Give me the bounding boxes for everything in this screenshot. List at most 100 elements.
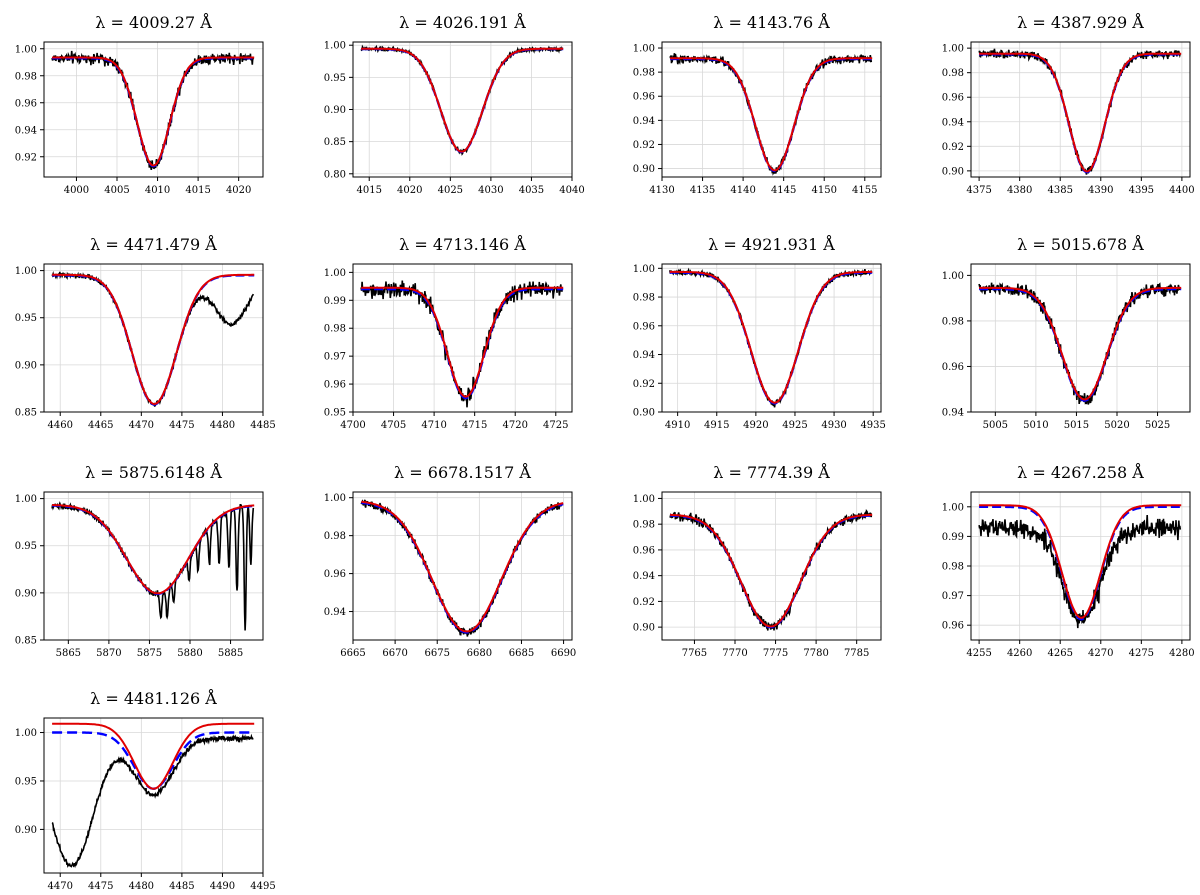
- x-tick-label: 6680: [467, 648, 492, 659]
- y-tick-label: 0.97: [942, 591, 964, 602]
- plot-area: [51, 501, 255, 631]
- x-tick-label: 5870: [96, 648, 121, 659]
- x-tick-label: 6685: [509, 648, 534, 659]
- x-tick-label: 4270: [1088, 648, 1113, 659]
- observed-spectrum-line: [669, 53, 873, 176]
- y-tick-label: 0.90: [15, 588, 37, 599]
- plot-frame: [661, 263, 882, 413]
- plot-frame: [43, 263, 264, 413]
- y-tick-label: 0.90: [633, 408, 655, 419]
- fit-profile-line: [52, 504, 255, 595]
- x-tick-label: 4030: [478, 185, 503, 196]
- x-tick-label: 4475: [169, 420, 194, 431]
- x-tick-label: 4280: [1169, 648, 1194, 659]
- x-tick-label: 4465: [88, 420, 113, 431]
- plot-area: [51, 50, 255, 171]
- x-tick-label: 4005: [104, 185, 129, 196]
- x-tick-label: 7765: [682, 648, 707, 659]
- x-tick-label: 7785: [844, 648, 869, 659]
- y-tick-label: 0.90: [633, 164, 655, 175]
- x-tick-label: 4135: [690, 185, 715, 196]
- panel-title: λ = 4143.76 Å: [713, 12, 830, 32]
- observed-spectrum-line: [360, 44, 564, 156]
- observed-spectrum-line: [978, 514, 1182, 629]
- y-tick-label: 1.00: [15, 728, 37, 739]
- y-tick-label: 0.85: [15, 636, 37, 647]
- x-tick-label: 4475: [88, 881, 113, 892]
- x-tick-label: 5880: [177, 648, 202, 659]
- spectrum-panel-9: 5865 5870 5875 5880 5885 0.85 0.90 0.95 1.00 λ = …: [15, 462, 264, 659]
- x-tick-label: 5025: [1145, 420, 1170, 431]
- x-tick-label: 4265: [1047, 648, 1072, 659]
- y-tick-label: 0.94: [633, 350, 655, 361]
- x-tick-label: 4700: [340, 420, 365, 431]
- spectrum-panel-2: 4015 4020 4025 4030 4035 4040 0.80 0.85 0.90 0.95…: [324, 12, 585, 196]
- y-tick-label: 0.98: [633, 293, 655, 304]
- fit-profile-line: [52, 273, 255, 406]
- x-tick-label: 4380: [1007, 185, 1032, 196]
- panel-title: λ = 6678.1517 Å: [394, 462, 531, 482]
- y-tick-label: 1.00: [324, 268, 346, 279]
- observed-spectrum-line: [360, 499, 563, 637]
- spectrum-panel-6: 4700 4705 4710 4715 4720 4725 0.95 0.96 0.97 0.98…: [324, 234, 573, 431]
- y-tick-label: 0.95: [15, 776, 37, 787]
- fit-profile-line: [361, 47, 564, 153]
- y-tick-label: 0.92: [633, 597, 655, 608]
- x-tick-label: 4015: [356, 185, 381, 196]
- x-tick-label: 5015: [1064, 420, 1089, 431]
- spectrum-panel-10: 6665 6670 6675 6680 6685 6690 0.94 0.96 0.98 1.00…: [324, 462, 577, 659]
- plot-area: [51, 722, 255, 869]
- x-tick-label: 4705: [381, 420, 406, 431]
- plot-area: [669, 53, 873, 176]
- x-tick-label: 4020: [226, 185, 251, 196]
- y-tick-label: 0.96: [633, 92, 655, 103]
- plot-area: [669, 267, 873, 408]
- panel-title: λ = 5015.678 Å: [1017, 234, 1144, 254]
- x-tick-label: 6665: [340, 648, 365, 659]
- x-tick-label: 4145: [771, 185, 796, 196]
- observed-spectrum-line: [51, 501, 255, 631]
- panel-title: λ = 4471.479 Å: [90, 234, 217, 254]
- observed-spectrum-line: [51, 270, 255, 407]
- plot-area: [360, 44, 564, 156]
- panel-title: λ = 4009.27 Å: [95, 12, 212, 32]
- y-tick-label: 0.80: [324, 169, 346, 180]
- spectrum-panel-1: 4000 4005 4010 4015 4020 0.92 0.94 0.96 0.98 1.00…: [15, 12, 264, 196]
- y-tick-label: 0.90: [15, 360, 37, 371]
- y-tick-label: 0.97: [324, 352, 346, 363]
- y-tick-label: 0.96: [633, 545, 655, 556]
- y-tick-label: 1.00: [633, 264, 655, 275]
- x-tick-label: 4395: [1129, 185, 1154, 196]
- model-profile-line: [669, 271, 873, 405]
- plot-frame: [661, 491, 882, 641]
- y-tick-label: 0.96: [942, 93, 964, 104]
- fit-profile-line: [361, 500, 564, 633]
- y-tick-label: 0.98: [324, 324, 346, 335]
- y-tick-label: 0.94: [633, 571, 655, 582]
- x-tick-label: 4915: [704, 420, 729, 431]
- spectrum-panel-5: 4460 4465 4470 4475 4480 4485 0.85 0.90 0.95 1.00…: [15, 234, 276, 431]
- x-tick-label: 6670: [382, 648, 407, 659]
- y-tick-label: 0.94: [324, 607, 346, 618]
- y-tick-label: 0.98: [324, 531, 346, 542]
- model-profile-line: [979, 287, 1182, 402]
- plot-area: [978, 48, 1182, 175]
- x-tick-label: 4385: [1047, 185, 1072, 196]
- panel-title: λ = 4026.191 Å: [399, 12, 526, 32]
- y-tick-label: 0.96: [15, 98, 37, 109]
- y-tick-label: 0.98: [633, 520, 655, 531]
- x-tick-label: 4710: [421, 420, 446, 431]
- observed-spectrum-line: [51, 733, 254, 869]
- x-tick-label: 4035: [519, 185, 544, 196]
- model-profile-line: [361, 287, 564, 400]
- plot-area: [978, 282, 1182, 405]
- x-tick-label: 4155: [852, 185, 877, 196]
- y-tick-label: 0.95: [324, 73, 346, 84]
- x-tick-label: 4400: [1169, 185, 1194, 196]
- fit-profile-line: [670, 57, 873, 172]
- x-tick-label: 4720: [502, 420, 527, 431]
- y-tick-label: 0.90: [942, 166, 964, 177]
- plot-frame: [661, 41, 882, 178]
- x-tick-label: 4480: [210, 420, 235, 431]
- model-profile-line: [979, 53, 1182, 174]
